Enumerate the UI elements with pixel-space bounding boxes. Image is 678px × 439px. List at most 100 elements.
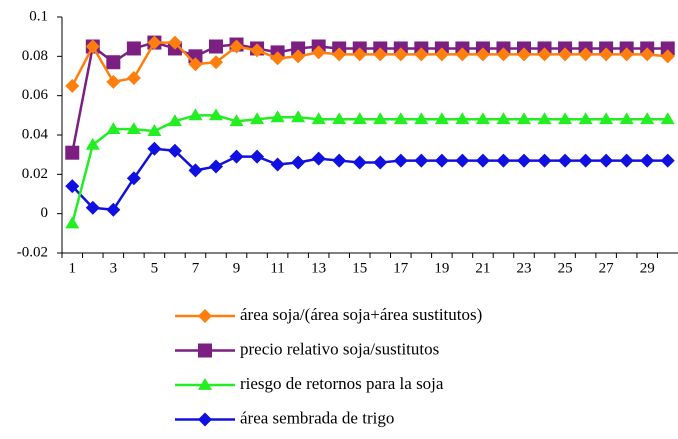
- marker: [660, 153, 675, 168]
- x-tick-label: 13: [311, 260, 326, 276]
- marker: [229, 149, 244, 164]
- x-tick-label: 15: [352, 260, 367, 276]
- marker: [414, 112, 429, 125]
- marker: [126, 171, 141, 186]
- marker: [209, 39, 223, 54]
- marker: [106, 55, 121, 70]
- x-tick-label: 9: [233, 260, 241, 276]
- marker: [332, 47, 347, 62]
- x-tick-label: 23: [517, 260, 532, 276]
- x-tick-label: 7: [192, 260, 200, 276]
- marker: [455, 47, 470, 62]
- legend-label: área soja/(área soja+área sustitutos): [240, 305, 482, 324]
- marker: [517, 112, 531, 125]
- marker: [209, 159, 223, 174]
- marker: [291, 110, 306, 123]
- marker: [660, 49, 675, 64]
- marker: [475, 47, 490, 62]
- marker: [311, 45, 326, 60]
- legend-label: riesgo de retornos para la soja: [240, 374, 444, 393]
- marker: [209, 108, 223, 121]
- y-tick-label: 0: [41, 205, 49, 221]
- legend-marker: [198, 378, 212, 390]
- marker: [393, 47, 408, 62]
- marker: [106, 74, 121, 89]
- marker: [332, 153, 347, 168]
- marker: [250, 149, 265, 164]
- marker: [475, 112, 490, 125]
- legend-marker: [198, 343, 212, 358]
- legend-marker: [198, 412, 212, 427]
- marker: [147, 35, 162, 50]
- marker: [373, 155, 388, 170]
- marker: [599, 112, 614, 125]
- marker: [147, 124, 162, 136]
- marker: [250, 43, 265, 58]
- marker: [496, 112, 511, 125]
- marker: [65, 145, 80, 160]
- marker: [640, 112, 655, 125]
- marker: [352, 155, 367, 170]
- marker: [578, 153, 593, 168]
- y-tick-label: 0.1: [29, 8, 48, 24]
- y-tick-label: 0.02: [22, 166, 48, 182]
- y-tick-label: -0.02: [17, 244, 48, 260]
- x-tick-label: 17: [393, 260, 409, 276]
- marker: [578, 47, 593, 62]
- x-tick-label: 21: [475, 260, 490, 276]
- marker: [167, 114, 182, 127]
- marker: [311, 112, 326, 125]
- marker: [229, 114, 244, 127]
- marker: [106, 202, 121, 217]
- x-tick-label: 19: [434, 260, 449, 276]
- marker: [517, 47, 531, 62]
- marker: [85, 39, 100, 54]
- marker: [599, 47, 614, 62]
- marker: [373, 47, 388, 62]
- marker: [640, 153, 655, 168]
- marker: [85, 200, 100, 215]
- marker: [660, 112, 675, 125]
- marker: [414, 47, 429, 62]
- x-tick-label: 3: [110, 260, 118, 276]
- marker: [558, 112, 573, 125]
- marker: [434, 47, 449, 62]
- series-line: [71, 114, 668, 224]
- marker: [291, 155, 306, 170]
- legend-label: área sembrada de trigo: [240, 408, 394, 427]
- marker: [393, 112, 408, 125]
- legend-marker: [198, 309, 212, 323]
- x-tick-label: 11: [270, 260, 284, 276]
- marker: [291, 49, 306, 64]
- x-tick-label: 29: [640, 260, 655, 276]
- marker: [147, 141, 162, 156]
- y-tick-label: 0.04: [22, 126, 49, 142]
- marker: [270, 157, 285, 172]
- marker: [496, 153, 511, 168]
- marker: [537, 112, 552, 125]
- x-tick-label: 25: [558, 260, 573, 276]
- marker: [106, 122, 121, 134]
- marker: [578, 112, 593, 125]
- y-tick-label: 0.06: [22, 87, 49, 103]
- marker: [496, 47, 511, 62]
- marker: [229, 39, 244, 54]
- marker: [332, 112, 347, 125]
- marker: [65, 179, 80, 194]
- x-tick-label: 5: [151, 260, 159, 276]
- marker: [65, 216, 80, 229]
- marker: [537, 153, 552, 168]
- marker: [434, 112, 449, 125]
- marker: [660, 41, 675, 56]
- marker: [85, 137, 100, 150]
- x-tick-label: 1: [69, 260, 77, 276]
- marker: [250, 112, 265, 125]
- marker: [537, 47, 552, 62]
- marker: [517, 153, 531, 168]
- marker: [65, 78, 80, 93]
- y-tick-label: 0.08: [22, 48, 48, 64]
- marker: [373, 112, 388, 125]
- marker: [558, 47, 573, 62]
- marker: [291, 41, 306, 56]
